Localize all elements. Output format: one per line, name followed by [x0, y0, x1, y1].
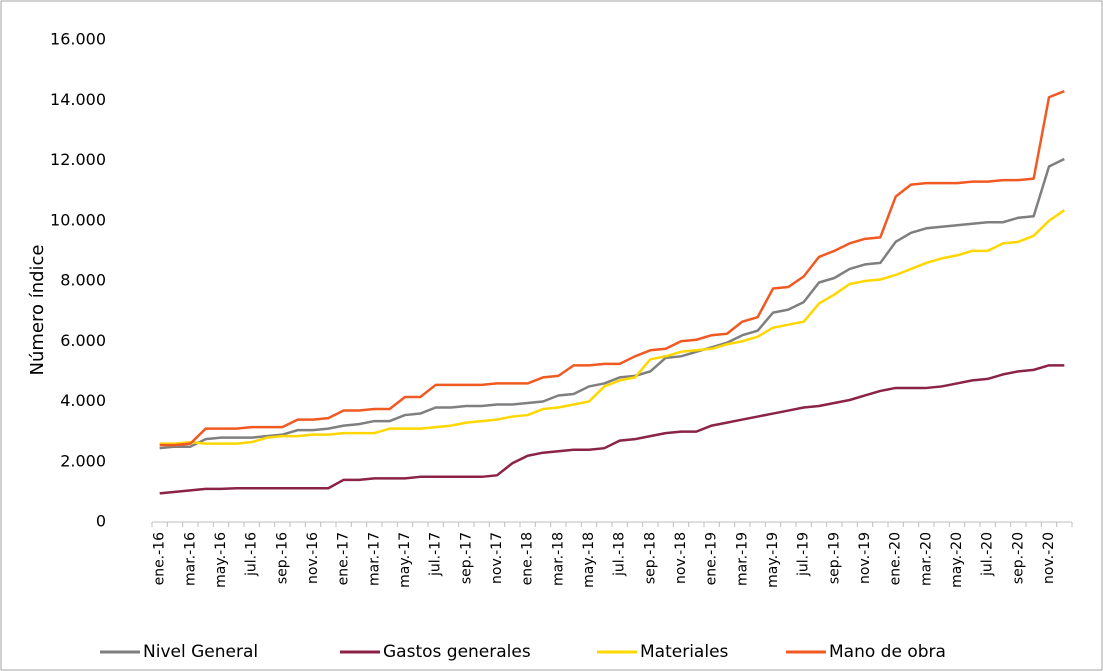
legend-label: Mano de obra	[829, 642, 946, 662]
legend-label: Nivel General	[143, 642, 258, 662]
y-tick-label: 16.000	[50, 30, 106, 49]
x-tick-label: jul.-19	[796, 532, 812, 577]
x-tick-label: sep.-19	[826, 532, 842, 584]
series-line	[159, 364, 1065, 495]
x-tick-label: jul.-18	[612, 532, 628, 577]
y-axis-title: Número índice	[27, 244, 48, 375]
legend-label: Materiales	[640, 642, 729, 662]
series-line	[159, 209, 1066, 445]
y-tick-label: 2.000	[60, 451, 106, 470]
x-tick-label: may.-17	[397, 532, 413, 588]
x-tick-label: mar.-20	[918, 532, 934, 586]
y-tick-label: 6.000	[60, 331, 106, 350]
y-tick-label: 0	[96, 512, 106, 531]
x-tick-label: jul.-17	[428, 532, 444, 577]
y-tick-label: 10.000	[50, 210, 106, 229]
x-tick-label: mar.-18	[550, 532, 566, 586]
x-tick-label: jul.-20	[980, 532, 996, 577]
y-tick-label: 14.000	[50, 90, 106, 109]
x-tick-label: ene.-20	[888, 532, 904, 585]
y-tick-label: 12.000	[50, 150, 106, 169]
x-tick-label: may.-18	[581, 532, 597, 588]
x-tick-label: mar.-17	[366, 532, 382, 586]
x-tick-label: sep.-16	[274, 532, 290, 584]
x-tick-label: may.-19	[765, 532, 781, 588]
x-tick-label: may.-16	[213, 532, 229, 588]
x-tick-label: ene.-19	[704, 532, 720, 585]
x-tick-label: nov.-17	[489, 532, 505, 584]
x-tick-label: mar.-16	[182, 532, 198, 586]
series-line	[159, 157, 1065, 450]
x-tick-label: sep.-20	[1010, 532, 1026, 584]
x-tick-label: nov.-20	[1041, 532, 1057, 584]
x-tick-label: ene.-16	[152, 532, 168, 586]
x-tick-label: mar.-19	[734, 532, 750, 586]
x-tick-label: nov.-18	[673, 532, 689, 584]
legend-label: Gastos generales	[383, 642, 531, 662]
x-tick-label: sep.-18	[642, 532, 658, 584]
x-tick-label: ene.-18	[520, 532, 536, 585]
x-tick-label: may.-20	[949, 532, 965, 588]
x-tick-label: jul.-16	[244, 532, 260, 577]
x-tick-label: nov.-16	[305, 532, 321, 584]
y-tick-label: 8.000	[60, 271, 106, 290]
x-tick-label: sep.-17	[458, 532, 474, 584]
x-tick-label: nov.-19	[857, 532, 873, 584]
x-tick-label: ene.-17	[336, 532, 352, 585]
series-line	[159, 90, 1065, 447]
y-tick-label: 4.000	[60, 391, 106, 410]
